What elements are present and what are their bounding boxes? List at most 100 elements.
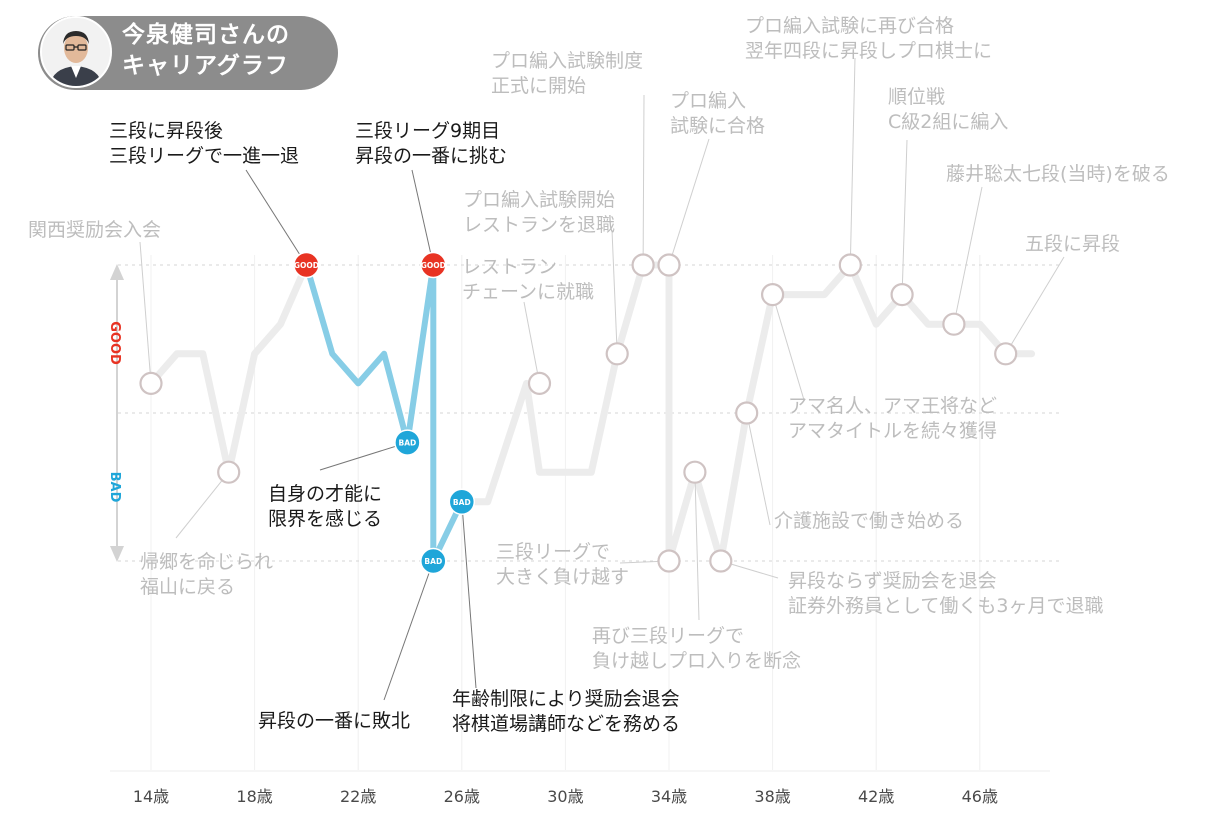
- x-tick-label: 46歳: [962, 787, 998, 806]
- bad-event-marker: [420, 547, 447, 575]
- event-label-line: 関西奨励会入会: [28, 219, 161, 241]
- good-event-marker: [293, 251, 320, 279]
- event-label-line: C級2組に編入: [888, 111, 1008, 133]
- page-title: 今泉健司さんの キャリアグラフ: [122, 20, 290, 82]
- event-label-line: 負け越しプロ入りを断念: [592, 649, 801, 672]
- event-label: 自身の才能に限界を感じる: [268, 483, 382, 530]
- event-label-line: レストラン: [462, 256, 557, 278]
- event-label-line: アマタイトルを続々獲得: [788, 420, 997, 442]
- event-label-line: 年齢制限により奨励会退会: [452, 688, 680, 710]
- event-label-line: 昇段の一番に挑む: [355, 145, 507, 167]
- event-label: 五段に昇段: [1025, 233, 1120, 255]
- event-label-line: プロ編入: [670, 90, 746, 112]
- event-label: 三段リーグ9期目昇段の一番に挑む: [355, 120, 507, 167]
- event-leader-line: [139, 241, 152, 384]
- series-line-early: [147, 261, 310, 476]
- event-leader-line: [245, 169, 307, 266]
- event-leader-line: [901, 139, 908, 295]
- event-label-line: 介護施設で働き始める: [774, 510, 964, 532]
- event-marker: [994, 342, 1018, 366]
- event-label-line: チェーンに就職: [462, 281, 594, 303]
- event-badge-label: GOOD: [294, 261, 319, 270]
- avatar: [40, 16, 112, 88]
- title-line-1: 今泉健司さんの: [122, 22, 290, 48]
- x-tick-label: 26歳: [444, 787, 480, 806]
- event-label: 三段リーグで大きく負け越す: [496, 541, 629, 588]
- event-label-line: 限界を感じる: [268, 508, 382, 530]
- event-label: 昇段の一番に敗北: [258, 710, 410, 732]
- event-label-line: 昇段ならず奨励会を退会: [788, 570, 997, 592]
- event-leader-line: [694, 472, 700, 621]
- x-tick-label: 18歳: [236, 787, 272, 806]
- event-leader-line: [849, 57, 856, 266]
- event-label-line: 三段に昇段後: [109, 120, 223, 142]
- event-label: 順位戦 C級2組に編入: [888, 86, 1008, 133]
- event-marker: [657, 549, 681, 573]
- event-badge-label: BAD: [453, 498, 471, 507]
- y-axis-bad-label: BAD: [107, 472, 122, 503]
- event-leader-line: [175, 471, 230, 539]
- event-label-line: レストランを退職: [463, 214, 615, 236]
- event-label-line: 翌年四段に昇段しプロ棋士に: [745, 40, 992, 62]
- event-marker: [217, 460, 241, 484]
- event-leader-line: [611, 229, 618, 354]
- event-marker: [683, 460, 707, 484]
- x-tick-label: 42歳: [858, 787, 894, 806]
- event-marker: [605, 342, 629, 366]
- x-tick-label: 38歳: [754, 787, 790, 806]
- event-label-line: 五段に昇段: [1025, 233, 1120, 255]
- event-label: 昇段ならず奨励会を退会証券外務員として働くも3ヶ月で退職: [788, 570, 1104, 617]
- event-leader-line: [523, 301, 540, 384]
- event-label-line: 自身の才能に: [268, 483, 382, 505]
- event-label: 介護施設で働き始める: [774, 510, 964, 532]
- y-axis-down-arrow-icon: [110, 546, 124, 562]
- event-marker: [735, 401, 759, 425]
- x-tick-label: 22歳: [340, 787, 376, 806]
- bad-event-marker: [448, 488, 476, 516]
- event-label-line: 三段リーグ9期目: [355, 120, 500, 142]
- event-label-line: プロ編入試験制度: [491, 50, 643, 72]
- event-label-line: 正式に開始: [491, 75, 586, 97]
- event-label: レストランチェーンに就職: [462, 256, 594, 303]
- event-marker: [657, 253, 681, 277]
- event-leader-line: [411, 169, 434, 266]
- event-marker: [838, 253, 862, 277]
- event-label: 藤井聡太七段(当時)を破る: [946, 163, 1170, 185]
- event-label-line: アマ名人、アマ王将など: [788, 395, 997, 417]
- event-badge-label: BAD: [424, 557, 442, 566]
- event-marker: [890, 283, 914, 307]
- event-marker: [527, 371, 552, 395]
- event-marker: [709, 549, 733, 573]
- event-label: 関西奨励会入会: [28, 219, 161, 241]
- event-label-line: 藤井聡太七段(当時)を破る: [946, 163, 1170, 185]
- y-axis-good-label: GOOD: [107, 321, 122, 365]
- event-label: 三段に昇段後三段リーグで一進一退: [109, 120, 299, 167]
- event-label-line: 帰郷を命じられ: [140, 551, 273, 573]
- event-leader-line: [772, 294, 805, 401]
- event-label-line: 順位戦: [888, 86, 945, 108]
- event-label: プロ編入試験に再び合格翌年四段に昇段しプロ棋士に: [745, 15, 992, 62]
- event-label-line: 将棋道場講師などを務める: [452, 713, 680, 735]
- event-marker: [631, 253, 655, 277]
- event-leader-line: [383, 560, 434, 701]
- event-label: アマ名人、アマ王将などアマタイトルを続々獲得: [788, 395, 997, 442]
- event-label-line: プロ編入試験開始: [463, 189, 615, 211]
- person-portrait-icon: [42, 18, 110, 86]
- event-label-line: 福山に戻る: [140, 576, 235, 598]
- event-badge-label: GOOD: [421, 261, 446, 270]
- event-leader-line: [668, 138, 710, 266]
- event-label: プロ編入試験に合格: [670, 90, 765, 137]
- event-label-line: 証券外務員として働くも3ヶ月で退職: [788, 595, 1104, 617]
- event-label-line: 三段リーグで一進一退: [109, 145, 299, 167]
- event-label: プロ編入試験制度正式に開始: [491, 50, 643, 97]
- event-label-line: 三段リーグで: [496, 541, 610, 563]
- event-leader-line: [642, 94, 645, 266]
- event-leader-line: [319, 442, 408, 471]
- event-leader-line: [953, 186, 983, 325]
- event-label: 帰郷を命じられ福山に戻る: [140, 551, 273, 598]
- event-leader-line: [461, 501, 477, 689]
- good-event-marker: [420, 251, 447, 279]
- event-label: 年齢制限により奨励会退会将棋道場講師などを務める: [452, 688, 680, 735]
- event-label-line: 昇段の一番に敗北: [258, 710, 410, 732]
- event-label-line: 試験に合格: [670, 115, 765, 137]
